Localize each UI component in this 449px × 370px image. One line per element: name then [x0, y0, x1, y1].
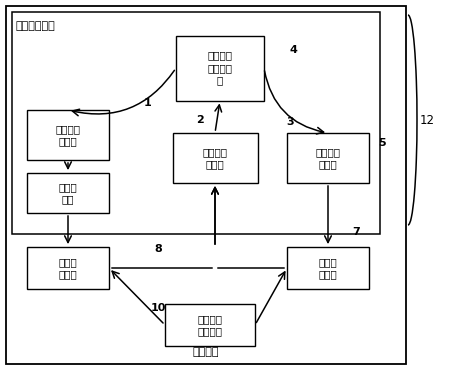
Bar: [287, 247, 369, 289]
Text: 集成电路: 集成电路: [193, 347, 219, 357]
Bar: [12, 12, 380, 234]
Bar: [172, 133, 257, 183]
Text: 电流采样
子模块: 电流采样 子模块: [56, 124, 80, 146]
Bar: [165, 304, 255, 346]
Text: 7: 7: [352, 227, 360, 237]
Text: 12: 12: [420, 114, 435, 127]
Text: 参考电压
生成模块: 参考电压 生成模块: [198, 314, 223, 336]
Bar: [6, 6, 406, 364]
Bar: [27, 247, 109, 289]
Text: 滤波子
模块: 滤波子 模块: [59, 182, 77, 204]
Bar: [287, 133, 369, 183]
Text: 电压采样
子模块: 电压采样 子模块: [316, 147, 340, 169]
Text: 恒流控
制模块: 恒流控 制模块: [59, 257, 77, 279]
Bar: [27, 110, 109, 160]
Text: 4: 4: [289, 45, 297, 55]
Text: 2: 2: [196, 115, 204, 125]
Text: 10: 10: [150, 303, 166, 313]
Bar: [176, 36, 264, 101]
Text: 5: 5: [378, 138, 386, 148]
Text: 电源输出模块: 电源输出模块: [16, 21, 56, 31]
Text: 电流控制
子模块: 电流控制 子模块: [202, 147, 228, 169]
Text: 恒流恒压
调节子模
块: 恒流恒压 调节子模 块: [207, 51, 233, 85]
Bar: [27, 173, 109, 213]
Text: 8: 8: [154, 244, 162, 254]
Text: 恒压控
制模块: 恒压控 制模块: [319, 257, 337, 279]
Text: 3: 3: [286, 117, 294, 127]
Text: 1: 1: [144, 98, 152, 108]
